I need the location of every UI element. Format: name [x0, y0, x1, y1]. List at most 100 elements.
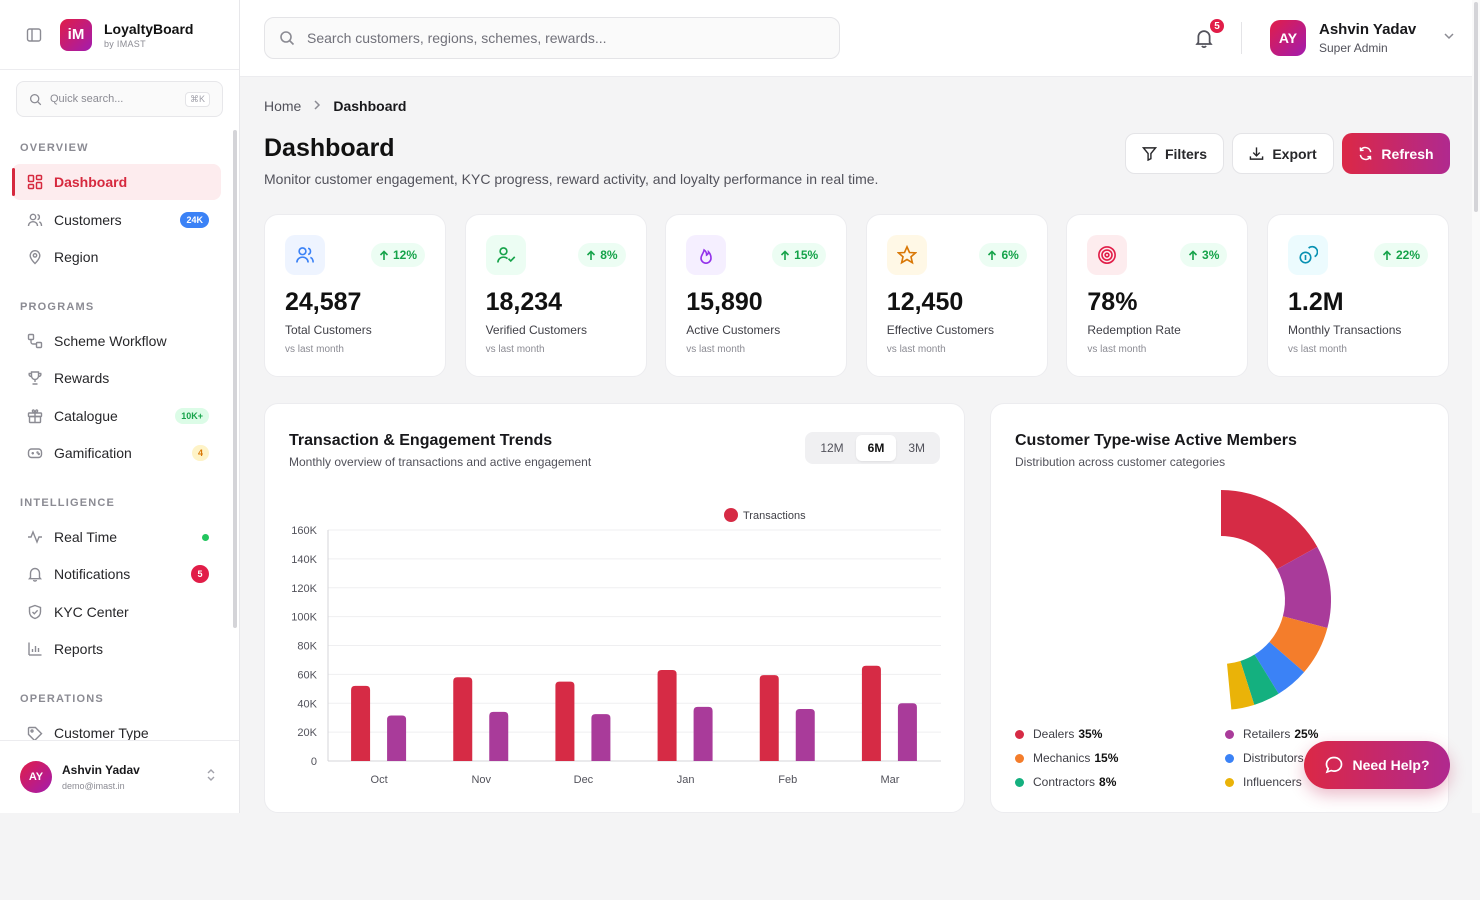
- legend-item-contractors[interactable]: Contractors 8%: [1015, 775, 1116, 789]
- breadcrumb-home[interactable]: Home: [264, 98, 302, 114]
- kpi-card[interactable]: 6% 12,450 Effective Customers vs last month: [865, 214, 1048, 377]
- donut-slice-retailers[interactable]: [1277, 546, 1331, 629]
- legend-item-distributors[interactable]: Distributors: [1225, 751, 1304, 765]
- need-help-button[interactable]: Need Help?: [1304, 741, 1450, 789]
- tag-icon: [26, 725, 44, 741]
- sidebar-item-region[interactable]: Region: [12, 239, 221, 275]
- sidebar-item-reports[interactable]: Reports: [12, 631, 221, 667]
- donut-slice-contractors[interactable]: [1240, 654, 1279, 705]
- arrow-up-icon: [988, 249, 997, 260]
- legend-item-dealers[interactable]: Dealers 35%: [1015, 727, 1102, 741]
- breadcrumb: Home Dashboard: [264, 98, 406, 114]
- kpi-change-value: 8%: [600, 248, 618, 262]
- refresh-button[interactable]: Refresh: [1342, 133, 1450, 174]
- legend-value: 25%: [1294, 727, 1319, 741]
- legend-swatch-transactions: [724, 508, 738, 522]
- chat-bubble-icon: [1326, 756, 1343, 774]
- range-option-12m[interactable]: 12M: [820, 441, 844, 455]
- bar-dec-series-2[interactable]: [591, 714, 611, 761]
- x-tick-label: Jan: [677, 774, 695, 786]
- notifications-bell-icon[interactable]: [1194, 27, 1214, 54]
- bar-dec-series-1[interactable]: [555, 681, 575, 761]
- legend-label: Mechanics: [1033, 751, 1091, 765]
- bar-jan-series-1[interactable]: [657, 670, 677, 761]
- card-subtitle: Monthly overview of transactions and act…: [289, 455, 592, 469]
- sidebar-item-kyc-center[interactable]: KYC Center: [12, 594, 221, 630]
- transaction-trends-card: Transaction & Engagement Trends Monthly …: [264, 403, 965, 813]
- grid-icon: [26, 173, 44, 191]
- filters-button[interactable]: Filters: [1125, 133, 1224, 174]
- trophy-icon: [26, 369, 44, 387]
- quick-search-input[interactable]: Quick search... ⌘K: [16, 81, 223, 117]
- donut-slice-distributors[interactable]: [1254, 641, 1305, 694]
- donut-slice-dealers[interactable]: [1221, 490, 1318, 570]
- global-search-placeholder: Search customers, regions, schemes, rewa…: [307, 30, 607, 46]
- users-icon: [26, 211, 44, 229]
- bar-mar-series-1[interactable]: [861, 665, 881, 761]
- kpi-comparison-note: vs last month: [1087, 344, 1147, 355]
- sidebar-item-scheme-workflow[interactable]: Scheme Workflow: [12, 323, 221, 359]
- global-search-input[interactable]: Search customers, regions, schemes, rewa…: [264, 17, 840, 59]
- range-option-6m[interactable]: 6M: [855, 435, 897, 461]
- legend-swatch: [1015, 753, 1024, 763]
- refresh-icon: [1360, 146, 1372, 161]
- live-status-dot: [202, 533, 209, 541]
- x-tick-label: Oct: [371, 774, 388, 786]
- bar-oct-series-2[interactable]: [387, 715, 407, 761]
- y-tick-label: 120K: [291, 583, 317, 595]
- bar-feb-series-2[interactable]: [795, 709, 815, 761]
- sidebar-item-customers[interactable]: Customers 24K: [12, 202, 221, 238]
- bar-jan-series-2[interactable]: [693, 706, 713, 761]
- brand-logo[interactable]: iM: [60, 18, 92, 51]
- legend-swatch: [1225, 753, 1234, 763]
- bar-nov-series-2[interactable]: [489, 711, 509, 761]
- sidebar-item-real-time[interactable]: Real Time: [12, 519, 221, 555]
- sidebar-item-notifications[interactable]: Notifications 5: [12, 556, 221, 592]
- range-option-3m[interactable]: 3M: [908, 441, 925, 455]
- user-info: Ashvin Yadav Super Admin: [1319, 21, 1416, 55]
- kpi-change-badge: 8%: [578, 243, 626, 267]
- page-scrollbar[interactable]: [1472, 0, 1480, 813]
- gift-icon: [26, 407, 44, 425]
- bar-feb-series-1[interactable]: [759, 675, 779, 761]
- legend-item-mechanics[interactable]: Mechanics 15%: [1015, 751, 1118, 765]
- sidebar-item-gamification[interactable]: Gamification 4: [12, 435, 221, 471]
- sidebar-user-menu[interactable]: AY Ashvin Yadav demo@imast.in: [0, 740, 239, 813]
- user-profile-menu[interactable]: AY Ashvin Yadav Super Admin: [1270, 20, 1456, 56]
- kpi-card[interactable]: 3% 78% Redemption Rate vs last month: [1066, 214, 1249, 377]
- legend-item-retailers[interactable]: Retailers 25%: [1225, 727, 1318, 741]
- export-button[interactable]: Export: [1232, 133, 1334, 174]
- kpi-comparison-note: vs last month: [886, 344, 946, 355]
- bar-nov-series-1[interactable]: [453, 677, 473, 761]
- kpi-value: 12,450: [886, 288, 964, 316]
- kpi-change-badge: 15%: [772, 243, 827, 267]
- gamification-count-badge: 4: [191, 445, 209, 461]
- kpi-card[interactable]: 22% 1.2M Monthly Transactions vs last month: [1267, 214, 1449, 377]
- sidebar-item-dashboard[interactable]: Dashboard: [12, 164, 221, 200]
- legend-label-transactions[interactable]: Transactions: [743, 510, 806, 522]
- kpi-card[interactable]: 15% 15,890 Active Customers vs last month: [665, 214, 848, 377]
- sidebar-scrollbar[interactable]: [233, 130, 237, 628]
- section-label-intelligence: INTELLIGENCE: [20, 497, 116, 509]
- donut-slice-mechanics[interactable]: [1269, 616, 1328, 673]
- kpi-card[interactable]: 12% 24,587 Total Customers vs last month: [264, 214, 446, 377]
- sidebar-item-catalogue[interactable]: Catalogue 10K+: [12, 398, 221, 434]
- y-tick-label: 140K: [291, 554, 317, 566]
- sidebar-item-label: Gamification: [54, 445, 132, 461]
- sidebar-item-label: Catalogue: [54, 408, 118, 424]
- bar-oct-series-1[interactable]: [351, 685, 371, 761]
- export-label: Export: [1272, 145, 1317, 162]
- sidebar-toggle-icon[interactable]: [24, 25, 44, 45]
- sidebar-item-rewards[interactable]: Rewards: [12, 360, 221, 396]
- kpi-label: Verified Customers: [485, 323, 587, 337]
- avatar: AY: [20, 761, 52, 793]
- kpi-label: Redemption Rate: [1087, 323, 1181, 337]
- sidebar-item-label: Notifications: [54, 566, 131, 582]
- bar-mar-series-2[interactable]: [897, 703, 917, 761]
- workflow-icon: [26, 332, 44, 350]
- kpi-card[interactable]: 8% 18,234 Verified Customers vs last month: [464, 214, 647, 377]
- legend-item-influencers[interactable]: Influencers: [1225, 775, 1302, 789]
- donut-slice-influencers[interactable]: [1227, 660, 1255, 710]
- sidebar-item-customer-type[interactable]: Customer Type: [12, 715, 221, 741]
- page-subtitle: Monitor customer engagement, KYC progres…: [264, 171, 879, 187]
